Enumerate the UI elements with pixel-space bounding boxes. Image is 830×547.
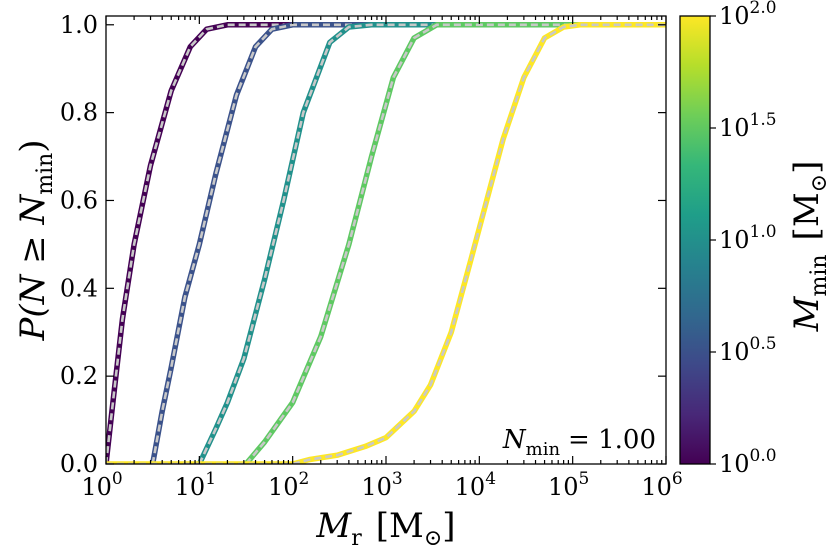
colorbar-tick-label: 100.5	[719, 334, 777, 366]
colorbar-tick-label: 101.0	[719, 222, 777, 254]
x-tick-label: 104	[455, 469, 496, 501]
x-tick-label: 102	[268, 469, 309, 501]
series-line-2	[196, 22, 666, 464]
x-axis-label: Mr [M⊙]	[315, 506, 455, 547]
colorbar-tick-label: 102.0	[719, 0, 777, 30]
y-tick-label: 1.0	[60, 11, 98, 39]
y-tick-label: 0.6	[60, 186, 98, 214]
series-line-4	[106, 22, 666, 464]
x-tick-label: 100	[81, 469, 122, 501]
series-fit-dashed-3	[244, 23, 666, 464]
colorbar-gradient	[680, 16, 710, 464]
series-line-0	[106, 22, 666, 464]
y-tick-label: 0.2	[60, 362, 98, 390]
x-tick-label: 105	[548, 469, 589, 501]
plot-frame	[105, 15, 667, 465]
series-fit-dashed-0	[106, 23, 666, 464]
series-layer	[106, 22, 666, 464]
x-axis-ticks: 100 101 102 103 104 105 106	[81, 16, 683, 501]
y-axis-label: P(N ≥ Nmin)	[13, 139, 58, 341]
x-tick-label: 101	[175, 469, 216, 501]
x-tick-label: 106	[641, 469, 682, 501]
colorbar-label: Mmin[M⊙]	[787, 161, 830, 333]
annotation-nmin: Nmin = 1.00	[502, 425, 656, 460]
x-tick-label: 103	[361, 469, 402, 501]
colorbar-ticks: 100.0 100.5 101.0 101.5 102.0	[710, 0, 777, 478]
colorbar-tick-label: 101.5	[719, 110, 777, 142]
colorbar-tick-label: 100.0	[719, 446, 777, 478]
plot-area: 100 101 102 103 104 105 106 0.0 0.2 0.4 0.6 0.8 1.0	[60, 11, 683, 501]
y-tick-label: 0.8	[60, 99, 98, 127]
series-fit-dashed-1	[151, 23, 666, 464]
y-tick-label: 0.4	[60, 274, 98, 302]
colorbar: 100.0 100.5 101.0 101.5 102.0	[679, 0, 777, 478]
y-tick-label: 0.0	[60, 450, 98, 478]
series-fit-dashed-2	[198, 23, 666, 464]
y-axis-ticks: 0.0 0.2 0.4 0.6 0.8 1.0	[60, 11, 666, 478]
series-fit-dashed-4	[106, 23, 666, 464]
